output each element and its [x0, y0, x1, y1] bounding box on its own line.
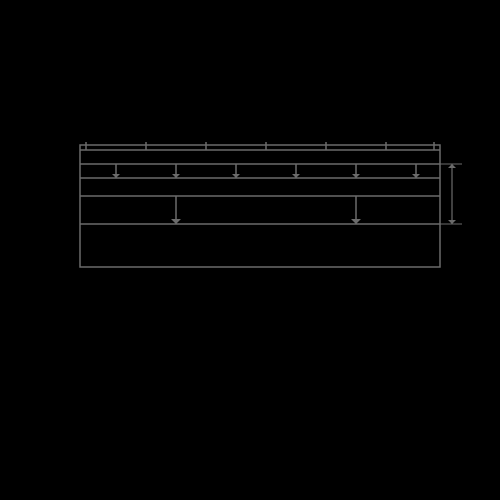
diagram — [0, 0, 500, 500]
arrowhead — [448, 220, 456, 224]
arrowhead — [448, 164, 456, 168]
